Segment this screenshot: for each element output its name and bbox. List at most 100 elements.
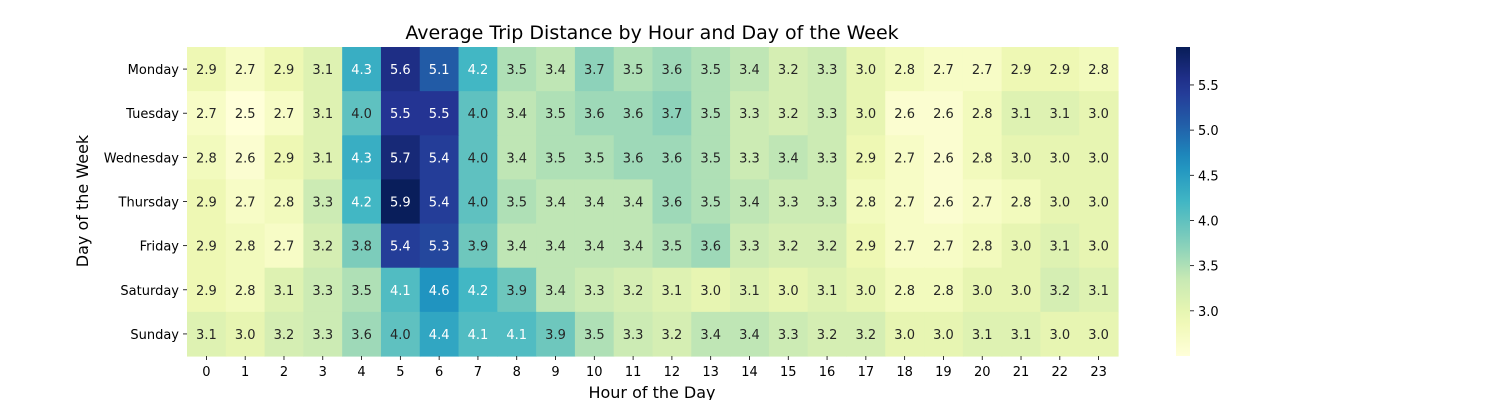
- heatmap-cell-label: 3.1: [662, 284, 683, 299]
- heatmap-cell: [1040, 135, 1080, 181]
- heatmap-cell-label: 4.2: [468, 63, 489, 78]
- heatmap-cell: [730, 223, 770, 269]
- heatmap-cell-label: 3.3: [817, 107, 838, 122]
- heatmap-cell: [691, 91, 731, 136]
- x-tick-label: 1: [241, 365, 249, 380]
- heatmap-cell: [730, 91, 770, 136]
- heatmap-cell: [1079, 311, 1119, 357]
- heatmap-cell-label: 2.7: [235, 196, 256, 211]
- heatmap-cell-label: 3.0: [894, 328, 915, 343]
- colorbar: [1176, 47, 1190, 356]
- x-tick-label: 8: [513, 365, 521, 380]
- heatmap-cell-label: 3.5: [700, 63, 721, 78]
- heatmap-cell: [1001, 47, 1042, 92]
- heatmap-cell-label: 2.8: [235, 284, 256, 299]
- heatmap-cell-label: 2.8: [894, 284, 915, 299]
- heatmap-cell: [885, 311, 925, 357]
- heatmap-cell-label: 3.4: [739, 328, 760, 343]
- heatmap-cell-label: 3.2: [274, 328, 295, 343]
- heatmap-cell: [303, 311, 343, 357]
- heatmap-cell: [924, 311, 964, 357]
- heatmap-cell-label: 3.5: [545, 107, 566, 122]
- heatmap-cell-label: 4.0: [468, 196, 489, 211]
- heatmap-cell: [458, 311, 498, 357]
- heatmap-cell-label: 3.4: [506, 107, 527, 122]
- heatmap-cell: [380, 223, 421, 269]
- heatmap-cell-label: 3.0: [856, 63, 877, 78]
- heatmap-cell-label: 3.8: [351, 240, 372, 255]
- heatmap-cell: [419, 223, 460, 269]
- heatmap-cell: [768, 179, 809, 225]
- heatmap-cell-label: 3.4: [739, 63, 760, 78]
- heatmap-cell-label: 3.5: [662, 240, 683, 255]
- heatmap-cell-label: 3.6: [662, 63, 683, 78]
- heatmap-cell-label: 3.3: [817, 151, 838, 166]
- heatmap-cell: [768, 267, 809, 313]
- heatmap-cell-label: 3.9: [506, 284, 527, 299]
- x-tick-label: 16: [819, 365, 836, 380]
- heatmap-cell: [342, 179, 382, 225]
- heatmap-cell-label: 3.0: [1011, 151, 1032, 166]
- heatmap-cell-label: 3.4: [545, 240, 566, 255]
- heatmap-cell: [419, 179, 460, 225]
- heatmap-cell: [1001, 223, 1042, 269]
- heatmap-cell: [225, 135, 266, 181]
- heatmap-cell-label: 3.5: [700, 151, 721, 166]
- heatmap-cell-label: 3.0: [700, 284, 721, 299]
- heatmap-cell-label: 3.2: [623, 284, 644, 299]
- heatmap-cell: [458, 223, 498, 269]
- heatmap-cell-label: 3.6: [351, 328, 372, 343]
- heatmap-cell: [1079, 47, 1119, 92]
- heatmap-cell-label: 3.0: [1049, 151, 1070, 166]
- heatmap-cell-label: 3.1: [739, 284, 760, 299]
- heatmap-cell: [187, 223, 227, 269]
- heatmap-cell-label: 5.6: [390, 63, 411, 78]
- heatmap-cell: [613, 135, 654, 181]
- heatmap-cell: [264, 179, 304, 225]
- heatmap-cell-label: 4.6: [429, 284, 450, 299]
- heatmap-cell-label: 3.9: [545, 328, 566, 343]
- heatmap-cell-label: 2.7: [274, 107, 295, 122]
- heatmap-cell-label: 2.9: [856, 240, 877, 255]
- heatmap-cell-label: 3.2: [817, 240, 838, 255]
- heatmap-cell: [885, 223, 925, 269]
- heatmap-cell: [691, 311, 731, 357]
- heatmap-cell-label: 3.1: [1088, 284, 1109, 299]
- heatmap-cell: [1040, 179, 1080, 225]
- heatmap-cell-label: 4.0: [468, 107, 489, 122]
- heatmap-cell-label: 2.8: [1088, 63, 1109, 78]
- heatmap-cell-label: 3.3: [739, 151, 760, 166]
- heatmap-cell-label: 3.6: [584, 107, 605, 122]
- heatmap-cell: [342, 267, 382, 313]
- heatmap-cell: [458, 267, 498, 313]
- heatmap-cell-label: 3.0: [778, 284, 799, 299]
- x-tick-label: 20: [974, 365, 991, 380]
- heatmap-cell: [303, 47, 343, 92]
- heatmap-cell: [1079, 223, 1119, 269]
- heatmap-cell: [924, 47, 964, 92]
- heatmap-cell: [303, 135, 343, 181]
- heatmap-cell: [691, 135, 731, 181]
- heatmap-cell-label: 3.4: [545, 63, 566, 78]
- heatmap-cell-label: 3.4: [584, 240, 605, 255]
- heatmap-cell: [187, 91, 227, 136]
- x-tick-label: 11: [625, 365, 642, 380]
- heatmap-cell-label: 5.3: [429, 240, 450, 255]
- heatmap-cell-label: 3.5: [506, 196, 527, 211]
- heatmap-cell: [846, 179, 886, 225]
- y-axis-title: Day of the Week: [73, 134, 92, 267]
- heatmap-cell: [691, 47, 731, 92]
- y-tick-label: Thursday: [118, 196, 180, 211]
- x-tick-labels: 0 1 2 3 4 5 6 7 8 9 10 11 12 13 14 15 16 17 18 19 20 21 22 23: [202, 356, 1107, 380]
- heatmap-cell: [536, 223, 576, 269]
- heatmap-cell-label: 2.7: [235, 63, 256, 78]
- heatmap-cell: [962, 179, 1003, 225]
- heatmap-cell-label: 3.0: [856, 107, 877, 122]
- heatmap-cell-label: 2.7: [274, 240, 295, 255]
- heatmap-cell-label: 3.5: [545, 151, 566, 166]
- heatmap-cell-label: 3.4: [778, 151, 799, 166]
- heatmap-cell: [380, 311, 421, 357]
- heatmap-cell-label: 3.0: [933, 328, 954, 343]
- heatmap-cell: [536, 91, 576, 136]
- heatmap-cell: [574, 135, 615, 181]
